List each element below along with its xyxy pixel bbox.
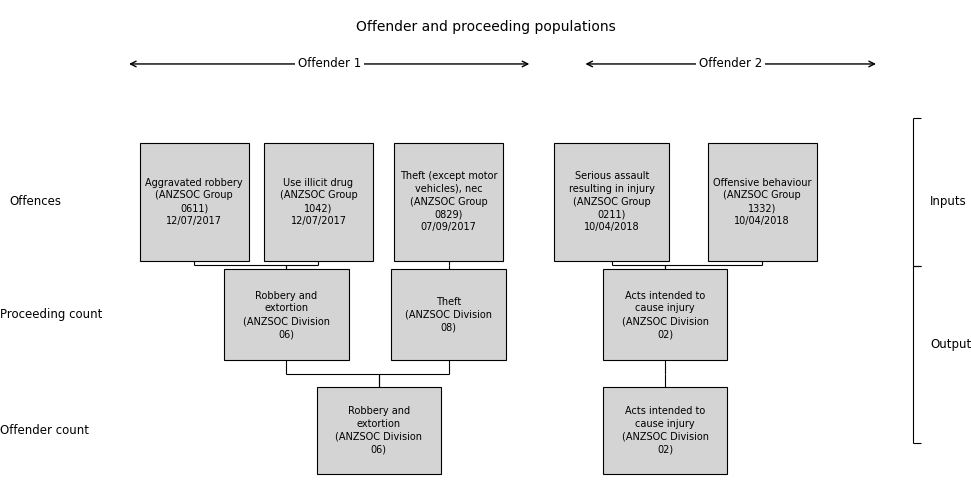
Bar: [554, 143, 669, 261]
Bar: [603, 270, 727, 360]
Text: Outputs: Outputs: [930, 338, 971, 351]
Text: Robbery and
extortion
(ANZSOC Division
06): Robbery and extortion (ANZSOC Division 0…: [335, 406, 422, 455]
Text: Acts intended to
cause injury
(ANZSOC Division
02): Acts intended to cause injury (ANZSOC Di…: [621, 406, 709, 455]
Text: Robbery and
extortion
(ANZSOC Division
06): Robbery and extortion (ANZSOC Division 0…: [243, 291, 330, 339]
Text: Offender count: Offender count: [0, 424, 89, 437]
Text: Acts intended to
cause injury
(ANZSOC Division
02): Acts intended to cause injury (ANZSOC Di…: [621, 291, 709, 339]
Bar: [603, 388, 727, 473]
Bar: [394, 143, 503, 261]
Bar: [140, 143, 249, 261]
Bar: [391, 270, 506, 360]
Bar: [317, 388, 441, 473]
Text: Offensive behaviour
(ANZSOC Group
1332)
10/04/2018: Offensive behaviour (ANZSOC Group 1332) …: [713, 178, 812, 226]
Text: Offender 2: Offender 2: [699, 58, 762, 70]
Text: Theft
(ANZSOC Division
08): Theft (ANZSOC Division 08): [405, 297, 492, 333]
Text: Proceeding count: Proceeding count: [0, 308, 102, 321]
Text: Offender 1: Offender 1: [297, 58, 361, 70]
Text: Theft (except motor
vehicles), nec
(ANZSOC Group
0829)
07/09/2017: Theft (except motor vehicles), nec (ANZS…: [400, 171, 497, 232]
Text: Use illicit drug
(ANZSOC Group
1042)
12/07/2017: Use illicit drug (ANZSOC Group 1042) 12/…: [280, 178, 357, 226]
Text: Offences: Offences: [10, 195, 62, 208]
Bar: [264, 143, 373, 261]
Text: Aggravated robbery
(ANZSOC Group
0611)
12/07/2017: Aggravated robbery (ANZSOC Group 0611) 1…: [146, 178, 243, 226]
Text: Serious assault
resulting in injury
(ANZSOC Group
0211)
10/04/2018: Serious assault resulting in injury (ANZ…: [569, 171, 654, 232]
Text: Inputs: Inputs: [930, 195, 967, 208]
Bar: [708, 143, 817, 261]
Text: Offender and proceeding populations: Offender and proceeding populations: [355, 20, 616, 34]
Bar: [224, 270, 349, 360]
